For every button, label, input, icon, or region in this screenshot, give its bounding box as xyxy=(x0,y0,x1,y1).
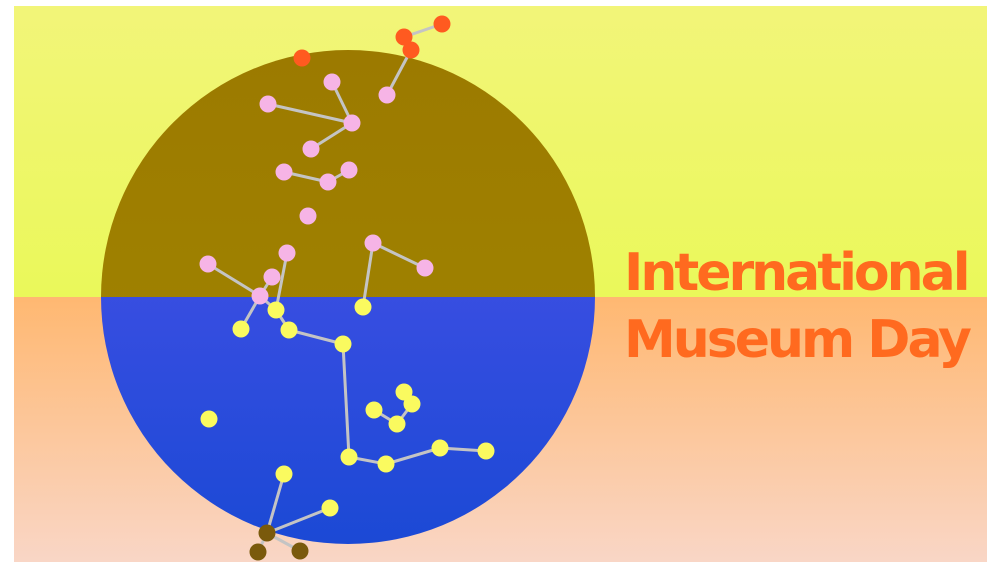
constellation-dot xyxy=(291,542,309,560)
constellation-dot xyxy=(477,442,495,460)
constellation-dot xyxy=(334,335,352,353)
constellation-dots xyxy=(199,15,495,561)
constellation-link xyxy=(384,446,442,466)
constellation-dot xyxy=(340,448,358,466)
constellation-dot xyxy=(340,161,358,179)
constellation-dot xyxy=(343,114,361,132)
constellation-dot xyxy=(433,15,451,33)
constellation-link xyxy=(265,506,332,535)
constellation-dot xyxy=(200,410,218,428)
constellation-dot xyxy=(364,234,382,252)
constellation-dot xyxy=(280,321,298,339)
constellation-dot xyxy=(249,543,267,561)
constellation-link xyxy=(371,241,427,270)
constellation-link xyxy=(265,472,286,535)
constellation-dot xyxy=(232,320,250,338)
constellation-dot xyxy=(319,173,337,191)
constellation-dot xyxy=(431,439,449,457)
constellation-dot xyxy=(377,455,395,473)
constellation-link xyxy=(287,328,345,346)
constellation-dot xyxy=(267,301,285,319)
constellation-link xyxy=(361,241,375,309)
constellation-dot xyxy=(395,383,413,401)
constellation-link xyxy=(341,342,351,459)
constellation-dot xyxy=(321,499,339,517)
constellation-dot xyxy=(388,415,406,433)
constellation-dot xyxy=(323,73,341,91)
constellation-dot xyxy=(299,207,317,225)
constellation-dot xyxy=(199,255,217,273)
constellation-dot xyxy=(263,268,281,286)
constellation-dot xyxy=(293,49,311,67)
title-line-1: International xyxy=(624,243,968,303)
constellation-dot xyxy=(259,95,277,113)
constellation-link xyxy=(266,102,354,125)
constellation-dot xyxy=(416,259,434,277)
constellation-dot xyxy=(403,395,421,413)
constellation-link xyxy=(206,262,262,298)
constellation-dot xyxy=(251,287,269,305)
constellation-link xyxy=(274,251,289,312)
constellation-dot xyxy=(378,86,396,104)
constellation-dot xyxy=(275,163,293,181)
constellation-dot xyxy=(258,524,276,542)
constellation-dot xyxy=(275,465,293,483)
constellation-dot xyxy=(365,401,383,419)
title-line-2: Museum Day xyxy=(624,310,971,370)
constellation-dot xyxy=(302,140,320,158)
constellation-dot xyxy=(278,244,296,262)
constellation-dot xyxy=(395,28,413,46)
constellation-dot xyxy=(402,41,420,59)
constellation-dot xyxy=(354,298,372,316)
